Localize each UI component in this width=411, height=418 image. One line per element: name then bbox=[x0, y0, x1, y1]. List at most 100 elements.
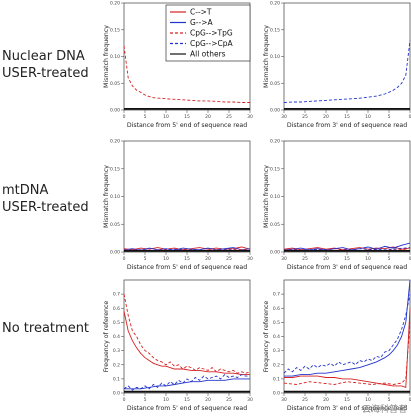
watermark: 云海科普者 bbox=[361, 405, 407, 415]
row-label-mtdna-line1: mtDNA bbox=[2, 183, 49, 198]
x-tick-label: 25 bbox=[302, 397, 308, 403]
plot-frame bbox=[123, 279, 251, 394]
x-axis-label: Distance from 3' end of sequence read bbox=[287, 122, 407, 129]
panel-6: 0.0 0.1 0.2 0.3 0.4 0.5 0.6 0.7 30 25 20 15 10 5 0Dist… bbox=[263, 279, 411, 412]
y-axis-label: Mismatch frequency bbox=[263, 165, 270, 228]
x-tick-label: 15 bbox=[344, 397, 350, 403]
legend-entry-label: G-->A bbox=[190, 18, 214, 27]
y-tick-label: 0.05 bbox=[110, 81, 120, 87]
y-tick-label: 0.00 bbox=[110, 108, 120, 114]
x-tick-label: 5 bbox=[388, 114, 391, 120]
x-axis-label: Distance from 5' end of sequence read bbox=[127, 264, 247, 271]
y-tick-label: 0.1 bbox=[113, 376, 120, 382]
y-tick-label: 0.15 bbox=[270, 27, 280, 33]
x-axis-label: Distance from 3' end of sequence read bbox=[287, 264, 407, 271]
y-axis-label: Frequency of reference bbox=[103, 301, 110, 373]
x-tick-label: 0 bbox=[409, 114, 411, 120]
x-tick-label: 15 bbox=[344, 114, 350, 120]
y-tick-label: 0.15 bbox=[110, 27, 120, 33]
x-tick-label: 25 bbox=[226, 397, 232, 403]
series-line-ga bbox=[124, 378, 250, 390]
y-tick-label: 0.0 bbox=[273, 391, 280, 397]
x-axis-label: Distance from 3' end of sequence read bbox=[287, 405, 407, 412]
x-tick-label: 20 bbox=[205, 397, 211, 403]
y-tick-label: 0.20 bbox=[270, 139, 280, 145]
x-tick-label: 20 bbox=[323, 114, 329, 120]
y-tick-label: 0.10 bbox=[110, 54, 120, 60]
x-tick-label: 0 bbox=[409, 256, 411, 262]
series-line-cpg_tpg bbox=[283, 322, 411, 385]
y-tick-label: 0.00 bbox=[270, 250, 280, 256]
legend-entry-label: CpG-->CpA bbox=[190, 39, 234, 48]
series-line-ga bbox=[123, 247, 251, 251]
x-tick-label: 20 bbox=[205, 114, 211, 120]
row-label-no-treatment: No treatment bbox=[2, 320, 89, 337]
panel-5: 0.0 0.1 0.2 0.3 0.4 0.5 0.6 0.7 0 5 10 15 20 25 30Dist… bbox=[103, 279, 253, 412]
y-tick-label: 0.05 bbox=[110, 222, 120, 228]
y-tick-label: 0.10 bbox=[270, 194, 280, 200]
y-tick-label: 0.20 bbox=[110, 1, 120, 7]
y-tick-label: 0.15 bbox=[110, 166, 120, 172]
y-tick-label: 0.00 bbox=[270, 108, 280, 114]
y-tick-label: 0.5 bbox=[273, 320, 280, 326]
row-label-nuclear: Nuclear DNA USER-treated bbox=[2, 48, 89, 82]
y-tick-label: 0.7 bbox=[273, 292, 280, 298]
panel-3: 0.00 0.05 0.10 0.15 0.20 0 5 10 15 20 25 30Distance… bbox=[103, 139, 253, 272]
y-axis-label: Frequency of reference bbox=[263, 301, 270, 373]
x-tick-label: 10 bbox=[163, 256, 169, 262]
x-tick-label: 30 bbox=[247, 256, 253, 262]
row-label-mtdna: mtDNA USER-treated bbox=[2, 182, 89, 216]
x-axis-label: Distance from 5' end of sequence read bbox=[127, 122, 247, 129]
y-tick-label: 0.3 bbox=[113, 348, 120, 354]
series-line-cpg_cpa bbox=[283, 294, 411, 374]
row-label-no-treatment-line1: No treatment bbox=[2, 321, 90, 336]
series-line-cpg_cpa bbox=[123, 374, 250, 391]
x-tick-label: 0 bbox=[123, 114, 126, 120]
plot-frame bbox=[283, 2, 411, 111]
y-tick-label: 0.05 bbox=[270, 81, 280, 87]
x-tick-label: 20 bbox=[323, 397, 329, 403]
series-line-ct bbox=[284, 308, 411, 389]
panel-4: 0.00 0.05 0.10 0.15 0.20 30 25 20 15 10 5 0Distance… bbox=[263, 139, 411, 272]
y-tick-label: 0.6 bbox=[273, 306, 280, 312]
y-axis-label: Mismatch frequency bbox=[263, 25, 270, 88]
x-tick-label: 30 bbox=[281, 256, 287, 262]
y-tick-label: 0.4 bbox=[113, 334, 120, 340]
x-tick-label: 25 bbox=[302, 256, 308, 262]
x-tick-label: 25 bbox=[226, 256, 232, 262]
x-tick-label: 10 bbox=[365, 114, 371, 120]
series-line-ga bbox=[284, 279, 411, 377]
y-tick-label: 0.5 bbox=[113, 320, 120, 326]
series-line-cpg_tpg bbox=[123, 294, 251, 374]
series-line-cpg_cpa bbox=[283, 40, 411, 103]
x-tick-label: 15 bbox=[184, 397, 190, 403]
x-tick-label: 30 bbox=[247, 114, 253, 120]
row-label-mtdna-line2: USER-treated bbox=[2, 200, 89, 215]
series-line-ct bbox=[123, 246, 251, 251]
panel-2: 0.00 0.05 0.10 0.15 0.20 30 25 20 15 10 5 0Distance… bbox=[263, 1, 411, 130]
y-tick-label: 0.10 bbox=[110, 194, 120, 200]
x-tick-label: 5 bbox=[388, 397, 391, 403]
y-tick-label: 0.0 bbox=[113, 391, 120, 397]
x-tick-label: 0 bbox=[123, 256, 126, 262]
x-tick-label: 15 bbox=[184, 256, 190, 262]
x-tick-label: 10 bbox=[365, 397, 371, 403]
x-tick-label: 20 bbox=[205, 256, 211, 262]
x-tick-label: 0 bbox=[409, 397, 411, 403]
row-label-nuclear-line1: Nuclear DNA bbox=[2, 49, 85, 64]
x-tick-label: 5 bbox=[144, 256, 147, 262]
legend-entry-label: C-->T bbox=[190, 8, 212, 17]
x-tick-label: 5 bbox=[144, 114, 147, 120]
x-tick-label: 10 bbox=[163, 114, 169, 120]
y-tick-label: 0.3 bbox=[273, 348, 280, 354]
y-tick-label: 0.00 bbox=[110, 250, 120, 256]
x-tick-label: 10 bbox=[365, 256, 371, 262]
y-axis-label: Mismatch frequency bbox=[103, 25, 110, 88]
x-axis-label: Distance from 5' end of sequence read bbox=[127, 405, 247, 412]
x-tick-label: 5 bbox=[388, 256, 391, 262]
y-axis-label: Mismatch frequency bbox=[103, 165, 110, 228]
x-tick-label: 15 bbox=[344, 256, 350, 262]
y-tick-label: 0.20 bbox=[110, 139, 120, 145]
